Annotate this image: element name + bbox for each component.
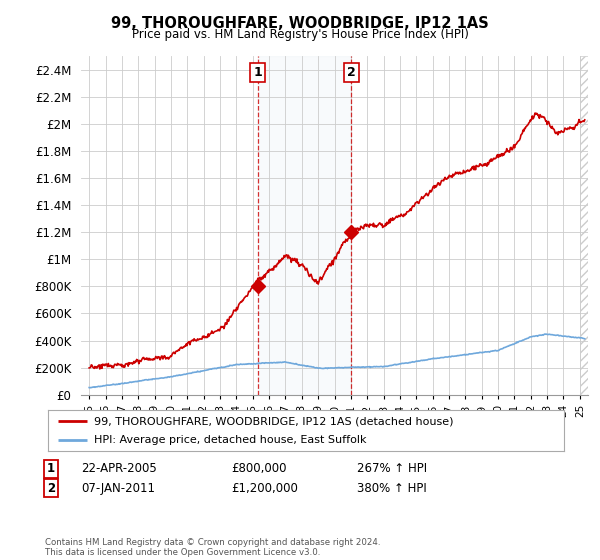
Text: 2: 2	[347, 66, 356, 79]
Bar	[258, 56, 351, 395]
Text: Price paid vs. HM Land Registry's House Price Index (HPI): Price paid vs. HM Land Registry's House …	[131, 28, 469, 41]
Text: Contains HM Land Registry data © Crown copyright and database right 2024.
This d: Contains HM Land Registry data © Crown c…	[45, 538, 380, 557]
Text: 99, THOROUGHFARE, WOODBRIDGE, IP12 1AS (detached house): 99, THOROUGHFARE, WOODBRIDGE, IP12 1AS (…	[94, 417, 454, 426]
Text: HPI: Average price, detached house, East Suffolk: HPI: Average price, detached house, East…	[94, 435, 367, 445]
Text: £800,000: £800,000	[231, 462, 287, 475]
Text: 380% ↑ HPI: 380% ↑ HPI	[357, 482, 427, 495]
Text: 1: 1	[253, 66, 262, 79]
Text: 99, THOROUGHFARE, WOODBRIDGE, IP12 1AS: 99, THOROUGHFARE, WOODBRIDGE, IP12 1AS	[111, 16, 489, 31]
Text: 2: 2	[47, 482, 55, 495]
Text: 07-JAN-2011: 07-JAN-2011	[81, 482, 155, 495]
Text: 1: 1	[47, 462, 55, 475]
Text: 22-APR-2005: 22-APR-2005	[81, 462, 157, 475]
Text: £1,200,000: £1,200,000	[231, 482, 298, 495]
Text: 267% ↑ HPI: 267% ↑ HPI	[357, 462, 427, 475]
